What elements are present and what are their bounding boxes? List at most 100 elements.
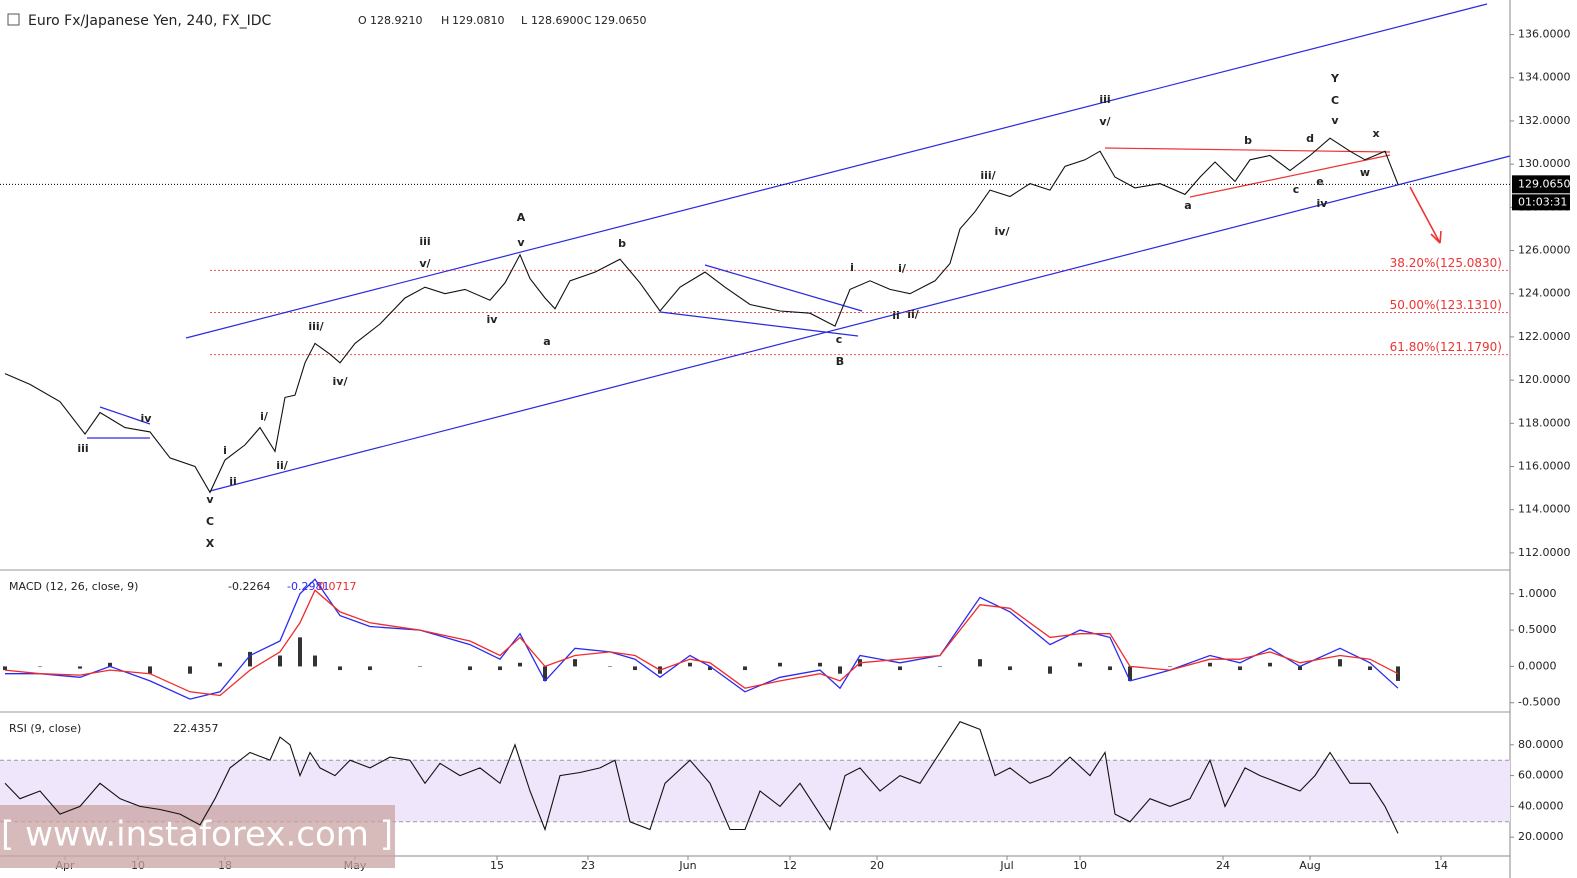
- wave-label: iii: [419, 235, 430, 248]
- histogram-bar: [1208, 662, 1212, 667]
- y-tick-label: 0.0000: [1518, 659, 1557, 672]
- y-tick-label: 0.5000: [1518, 623, 1557, 636]
- macd-line: [5, 578, 1399, 700]
- histogram-bar: [1108, 666, 1112, 671]
- rsi-title: RSI (9, close): [9, 722, 81, 735]
- rsi-readout: 22.4357: [173, 722, 219, 735]
- histogram-bar: [898, 666, 902, 671]
- wave-label: iv/: [333, 375, 349, 388]
- histogram-bar: [78, 666, 82, 669]
- fib-label: 61.80%(121.1790): [1390, 340, 1502, 354]
- wave-label: c: [1293, 183, 1300, 196]
- histogram-bar: [1338, 659, 1342, 667]
- wave-label: ii/: [276, 459, 289, 472]
- x-tick-label: 23: [581, 859, 595, 872]
- price-line: [4, 721, 1399, 834]
- histogram-bar: [298, 637, 302, 667]
- histogram-bar: [1298, 666, 1302, 671]
- y-tick-label: 60.0000: [1518, 769, 1564, 782]
- histogram-bar: [633, 666, 637, 671]
- ohlc-item: 128.6900: [531, 14, 584, 27]
- wave-label: w: [1360, 166, 1370, 179]
- histogram-bar: [148, 666, 152, 674]
- wave-label: i: [223, 444, 227, 457]
- histogram-bar: [108, 662, 112, 667]
- y-tick-label: 116.0000: [1518, 459, 1571, 472]
- histogram-bar: [1078, 662, 1082, 667]
- macd-readout: -0.2981: [287, 580, 329, 593]
- trend-line: [209, 155, 1511, 492]
- wave-label: X: [206, 537, 215, 550]
- histogram-bar: [368, 666, 372, 671]
- histogram-bar: [978, 659, 982, 667]
- wave-label: v/: [1099, 115, 1111, 128]
- wave-label: a: [543, 335, 550, 348]
- price-line: [4, 137, 1399, 494]
- wave-label: iii/: [980, 169, 996, 182]
- histogram-bar: [38, 666, 42, 667]
- x-tick-label: Jun: [678, 859, 696, 872]
- ohlc-item: 128.9210: [370, 14, 423, 27]
- symbol-title: Euro Fx/Japanese Yen, 240, FX_IDC: [28, 13, 272, 29]
- wave-label: a: [1184, 199, 1191, 212]
- watermark: [ www.instaforex.com ]: [1, 815, 393, 855]
- trend-line: [659, 311, 859, 337]
- x-tick-label: 14: [1434, 859, 1448, 872]
- watermark-box: [0, 805, 395, 868]
- histogram-bar: [278, 655, 282, 667]
- ohlc-item: L: [521, 14, 528, 27]
- wave-label: c: [836, 333, 843, 346]
- histogram-bar: [338, 666, 342, 671]
- y-tick-label: 118.0000: [1518, 416, 1571, 429]
- wave-label: v: [206, 493, 214, 506]
- ohlc-item: H: [441, 14, 449, 27]
- wave-label: iv: [487, 313, 499, 326]
- y-tick-label: 20.0000: [1518, 830, 1564, 843]
- x-tick-label: 12: [783, 859, 797, 872]
- ohlc-item: C: [584, 14, 592, 27]
- histogram-bar: [1048, 666, 1052, 674]
- wave-label: b: [1244, 134, 1252, 147]
- trend-line: [99, 406, 151, 425]
- wave-label: d: [1306, 132, 1314, 145]
- wave-label: iii: [77, 442, 88, 455]
- fib-label: 50.00%(123.1310): [1390, 298, 1502, 312]
- histogram-bar: [1368, 666, 1372, 671]
- histogram-bar: [743, 666, 747, 671]
- histogram-bar: [468, 666, 472, 671]
- x-tick-label: 24: [1216, 859, 1230, 872]
- ohlc-item: 129.0650: [594, 14, 647, 27]
- wave-label: i: [850, 261, 854, 274]
- fib-label: 38.20%(125.0830): [1390, 256, 1502, 270]
- y-tick-label: 124.0000: [1518, 287, 1571, 300]
- histogram-bar: [708, 666, 712, 671]
- y-tick-label: 80.0000: [1518, 738, 1564, 751]
- wave-label: A: [517, 211, 526, 224]
- wave-label: iv: [1317, 197, 1329, 210]
- y-tick-label: 130.0000: [1518, 157, 1571, 170]
- wave-label: v/: [419, 257, 431, 270]
- y-tick-label: 136.0000: [1518, 28, 1571, 41]
- x-tick-label: Aug: [1299, 859, 1320, 872]
- histogram-bar: [1168, 666, 1172, 667]
- arrow-head: [1430, 230, 1442, 244]
- y-tick-label: -0.5000: [1518, 696, 1560, 709]
- histogram-bar: [498, 666, 502, 671]
- wave-label: C: [206, 515, 214, 528]
- wave-label: i/: [260, 410, 269, 423]
- histogram-bar: [543, 666, 547, 681]
- histogram-bar: [418, 666, 422, 667]
- wave-label: iv: [141, 412, 153, 425]
- histogram-bar: [688, 662, 692, 667]
- y-tick-label: 132.0000: [1518, 114, 1571, 127]
- histogram-bar: [573, 659, 577, 667]
- y-tick-label: 120.0000: [1518, 373, 1571, 386]
- trend-line: [185, 3, 1488, 339]
- y-tick-label: 126.0000: [1518, 244, 1571, 257]
- x-tick-label: 15: [490, 859, 504, 872]
- histogram-bar: [518, 662, 522, 667]
- y-tick-label: 134.0000: [1518, 71, 1571, 84]
- wave-label: v: [517, 236, 525, 249]
- wave-label: iv/: [995, 225, 1011, 238]
